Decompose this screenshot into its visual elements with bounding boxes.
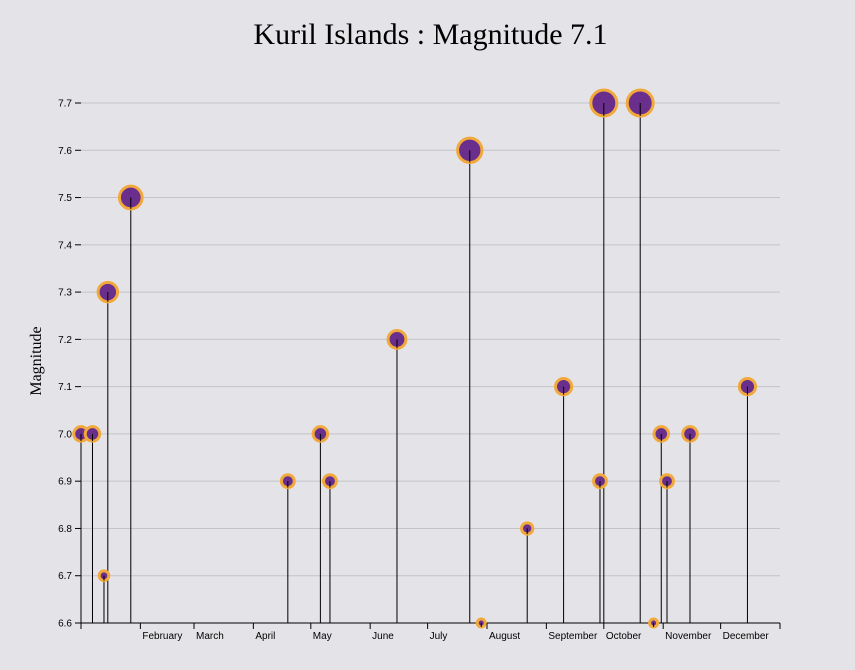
x-tick-label: March bbox=[196, 631, 224, 642]
x-tick-label: August bbox=[489, 631, 520, 642]
y-tick-label: 7.2 bbox=[58, 335, 72, 346]
y-tick-label: 7.4 bbox=[58, 240, 72, 251]
stems bbox=[80, 116, 748, 627]
x-tick-label: February bbox=[142, 631, 182, 642]
y-axis-title: Magnitude bbox=[28, 326, 45, 395]
x-tick-label: April bbox=[255, 631, 275, 642]
x-tick-label: July bbox=[430, 631, 448, 642]
y-tick-label: 7.5 bbox=[58, 193, 72, 204]
y-tick-label: 7.3 bbox=[58, 288, 72, 299]
y-tick-label: 7.6 bbox=[58, 146, 72, 157]
x-tick-label: May bbox=[313, 631, 332, 642]
x-tick-label: September bbox=[548, 631, 598, 642]
grid-layer bbox=[81, 102, 780, 624]
y-tick-label: 6.9 bbox=[58, 477, 72, 488]
x-tick-label: December bbox=[723, 631, 770, 642]
chart-title: Kuril Islands : Magnitude 7.1 bbox=[253, 18, 608, 51]
center-stems bbox=[80, 103, 748, 627]
y-tick-label: 6.8 bbox=[58, 524, 72, 535]
y-tick-label: 6.7 bbox=[58, 571, 72, 582]
x-tick-label: October bbox=[606, 631, 642, 642]
y-tick-label: 6.6 bbox=[58, 619, 72, 630]
y-tick-label: 7.1 bbox=[58, 382, 72, 393]
axes: 6.6 6.7 6.8 6.9 7.0 7.1 7.2 7.3 7.4 7.5 7.6 7.7 Febr… bbox=[58, 99, 781, 642]
x-tick-label: November bbox=[665, 631, 712, 642]
data-points bbox=[72, 88, 758, 629]
y-tick-label: 7.7 bbox=[58, 99, 72, 110]
x-tick-label: June bbox=[372, 631, 394, 642]
y-tick-label: 7.0 bbox=[58, 429, 72, 440]
